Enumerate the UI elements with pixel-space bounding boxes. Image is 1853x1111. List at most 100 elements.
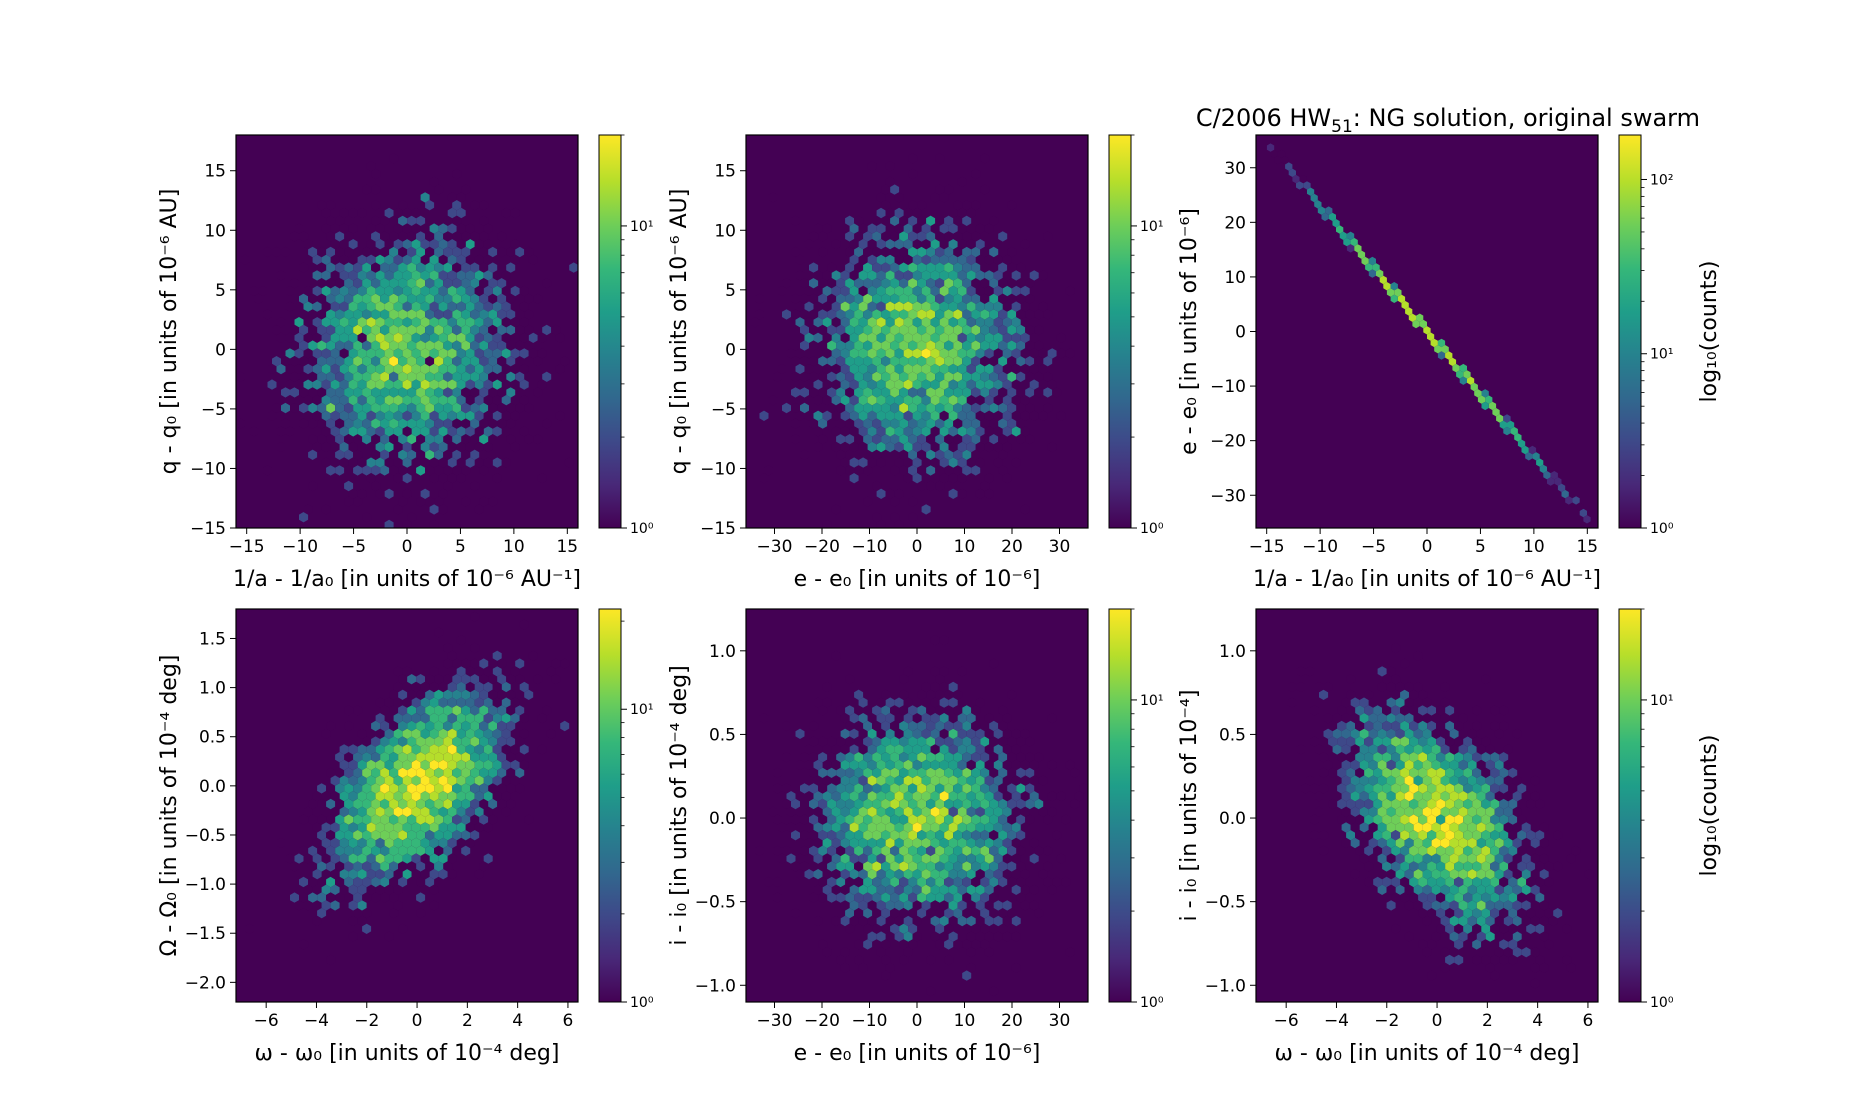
hexbin-cell [470,705,480,716]
hexbin-cell [353,449,363,460]
hexbin-cell [993,441,1003,453]
hexbin-cell [984,728,994,739]
hexbin-cell [1467,728,1477,739]
hexbin-cell [380,767,390,778]
hexbin-cell [411,207,421,219]
hexbin-cell [917,402,927,414]
x-tick-label: 2 [462,1011,473,1031]
hexbin-cell [461,767,471,778]
hexbin-cell [908,215,918,226]
y-tick-label: 0 [1235,323,1246,343]
hexbin-cell [416,324,426,336]
hexbin-cell [344,845,354,856]
hexbin-cell [1427,830,1437,841]
hexbin-cell [1287,697,1297,708]
hexbin-cell [800,371,809,382]
hexbin-cell [1463,370,1471,379]
hexbin-cell [1359,744,1369,755]
hexbin-cell [921,285,931,297]
hexbin-cell [515,658,525,669]
hexbin-cell [447,869,457,880]
hexbin-cell [461,293,471,304]
hexbin-cell [312,301,322,312]
hexbin-cell [953,262,963,273]
hexbin-cell [438,488,448,499]
hexbin-cell [1476,837,1486,849]
hexbin-cell [849,223,859,234]
hexbin-cell [962,293,972,304]
hexbin-cell [948,473,958,484]
hexbin-cell [317,783,327,794]
hexbin-cell [317,371,327,382]
hexbin-cell [930,744,940,755]
hexbin-cell [1503,791,1513,802]
hexbin-cell [1299,174,1307,184]
hexbin-cell [1337,720,1347,732]
hexbin-cell [885,806,895,817]
hexbin-cell [755,309,764,320]
hexbin-cell [362,465,372,476]
hexbin-cell [1445,814,1455,825]
hexbin-cell [425,689,435,700]
hexbin-cell [894,301,904,312]
hexbin-cell [470,798,480,810]
hexbin-cell [1310,193,1318,203]
hexbin-cell [822,822,832,833]
hexbin-cell [917,340,927,351]
hexbin-cell [926,986,936,997]
hexbin-cell [782,783,791,794]
hexbin-cell [1485,791,1495,802]
hexbin-cell [1395,681,1405,693]
hexbin-cell [948,363,958,375]
hexbin-cell [840,457,850,468]
hexbin-cell [1007,908,1017,919]
hexbin-cell [317,200,327,211]
hexbin-cell [953,720,963,732]
hexbin-cell [470,309,480,320]
hexbin-cell [447,853,457,864]
hexbin-cell [420,759,430,771]
hexbin-cell [1422,697,1432,708]
hexbin-cell [1002,713,1012,724]
hexbin-cell [1065,285,1075,297]
hexbin-cell [912,759,922,771]
hexbin-cell [975,791,985,802]
hexbin-cell [921,395,931,406]
hexbin-cell [885,853,895,864]
hexbin-cell [863,465,873,476]
hexbin-cell [1319,767,1329,778]
hexbin-cell [858,223,868,234]
hexbin-cell [845,340,855,351]
hexbin-cell [407,356,417,367]
hexbin-cell [1452,363,1460,373]
hexbin-cell [1007,752,1017,763]
hexbin-cell [366,457,376,468]
hexbin-cell [389,293,399,304]
hexbin-cell [416,293,426,304]
hexbin-cell [362,293,372,304]
hexbin-cell [1011,806,1021,817]
hexbin-cell [800,861,809,872]
hexbin-cell [429,223,439,234]
hexbin-cell [335,892,345,903]
hexbin-cell [339,239,349,250]
hexbin-cell [795,348,805,359]
hexbin-cell [236,371,245,382]
hexbin-cell [402,697,412,708]
hexbin-cell [962,783,972,794]
hexbin-cell [854,387,864,398]
hexbin-cell [930,697,940,708]
hexbin-cell [1508,845,1518,856]
hexbin-cell [380,814,390,825]
hexbin-cell [479,736,489,747]
hexbin-cell [908,340,918,351]
hexbin-cell [966,728,976,739]
hexbin-cell [393,441,403,453]
hexbin-cell [966,822,976,833]
hexbin-cell [497,402,507,414]
hexbin-cell [339,395,349,406]
hexbin-cell [402,457,412,468]
hexbin-cell [822,884,832,895]
hexbin-cell [1319,689,1329,700]
